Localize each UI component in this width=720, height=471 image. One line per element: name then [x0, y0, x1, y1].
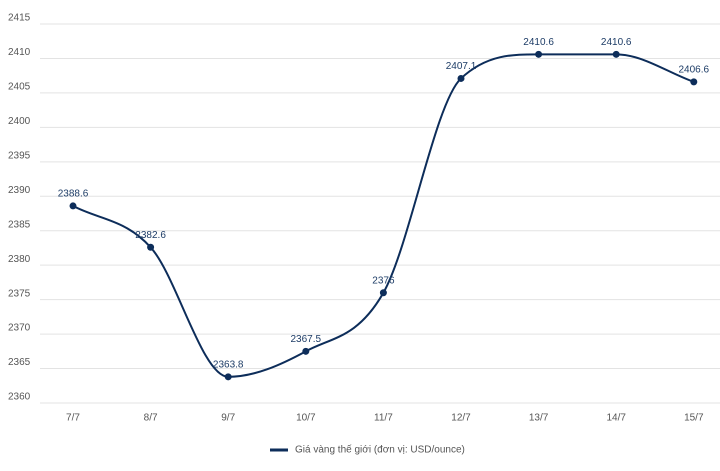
data-point: [147, 243, 155, 251]
y-tick-label: 2400: [8, 116, 31, 127]
x-tick-label: 14/7: [606, 413, 626, 424]
data-label: 2363.8: [213, 359, 244, 370]
y-tick-label: 2390: [8, 185, 31, 196]
data-label: 2406.6: [679, 65, 710, 76]
y-tick-label: 2410: [8, 47, 31, 58]
data-point: [302, 347, 310, 355]
data-point: [612, 50, 620, 58]
x-tick-label: 10/7: [296, 413, 316, 424]
data-point: [224, 373, 232, 381]
data-point: [535, 50, 543, 58]
x-tick-label: 15/7: [684, 413, 704, 424]
data-point: [379, 289, 387, 297]
data-label: 2407.1: [446, 61, 477, 72]
y-tick-label: 2385: [8, 219, 31, 230]
x-tick-label: 8/7: [144, 413, 158, 424]
x-tick-label: 9/7: [221, 413, 235, 424]
data-label: 2376: [372, 275, 395, 286]
y-tick-label: 2365: [8, 357, 31, 368]
y-tick-label: 2415: [8, 13, 31, 24]
data-point: [457, 74, 465, 82]
data-label: 2410.6: [601, 37, 632, 48]
x-tick-label: 13/7: [529, 413, 549, 424]
y-tick-label: 2370: [8, 323, 31, 334]
x-tick-label: 11/7: [374, 413, 393, 424]
y-tick-label: 2395: [8, 150, 31, 161]
x-tick-label: 12/7: [451, 413, 471, 424]
y-tick-label: 2375: [8, 288, 31, 299]
data-label: 2388.6: [58, 189, 89, 200]
y-tick-label: 2405: [8, 82, 31, 93]
legend-label: Giá vàng thế giới (đơn vị: USD/ounce): [295, 444, 465, 456]
series-line: [72, 53, 695, 378]
y-tick-label: 2360: [8, 392, 31, 403]
data-label: 2367.5: [291, 334, 322, 345]
data-label: 2382.6: [135, 230, 166, 241]
x-tick-label: 7/7: [66, 413, 80, 424]
data-label: 2410.6: [523, 37, 554, 48]
y-tick-label: 2380: [8, 254, 31, 265]
data-point: [690, 78, 698, 86]
data-point: [69, 202, 77, 210]
